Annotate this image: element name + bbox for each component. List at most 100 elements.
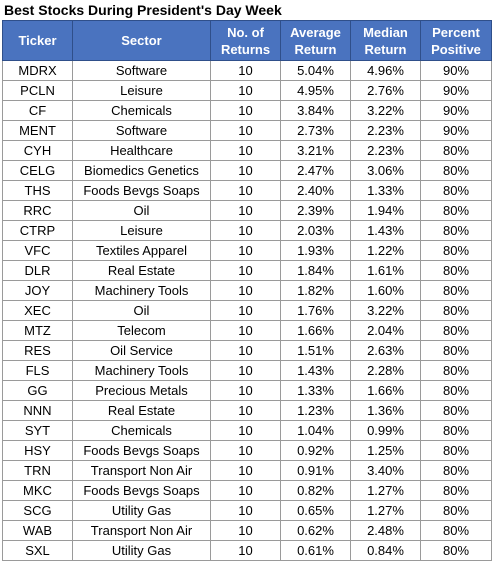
cell-percent-positive: 80%: [420, 260, 492, 281]
cell-percent-positive: 80%: [420, 440, 492, 461]
table-row: MTZ Telecom 10 1.66% 2.04% 80%: [2, 320, 492, 341]
cell-sector: Real Estate: [72, 260, 211, 281]
header-ticker: Ticker: [2, 20, 73, 61]
cell-ticker: PCLN: [2, 80, 73, 101]
table-header: Ticker Sector No. of Returns Average Retur…: [2, 20, 492, 61]
cell-average-return: 1.51%: [280, 340, 351, 361]
cell-percent-positive: 80%: [420, 180, 492, 201]
cell-percent-positive: 80%: [420, 380, 492, 401]
table-row: MKC Foods Bevgs Soaps 10 0.82% 1.27% 80%: [2, 480, 492, 501]
cell-percent-positive: 80%: [420, 300, 492, 321]
cell-average-return: 1.66%: [280, 320, 351, 341]
cell-returns: 10: [210, 120, 281, 141]
table-row: FLS Machinery Tools 10 1.43% 2.28% 80%: [2, 360, 492, 381]
cell-percent-positive: 90%: [420, 120, 492, 141]
cell-ticker: THS: [2, 180, 73, 201]
cell-average-return: 3.84%: [280, 100, 351, 121]
cell-sector: Software: [72, 120, 211, 141]
header-average-return: Average Return: [280, 20, 351, 61]
cell-average-return: 1.04%: [280, 420, 351, 441]
cell-median-return: 1.60%: [350, 280, 421, 301]
cell-median-return: 1.25%: [350, 440, 421, 461]
table-row: THS Foods Bevgs Soaps 10 2.40% 1.33% 80%: [2, 180, 492, 201]
cell-returns: 10: [210, 60, 281, 81]
table-row: TRN Transport Non Air 10 0.91% 3.40% 80%: [2, 460, 492, 481]
cell-average-return: 0.62%: [280, 520, 351, 541]
cell-median-return: 2.76%: [350, 80, 421, 101]
cell-sector: Transport Non Air: [72, 520, 211, 541]
cell-returns: 10: [210, 300, 281, 321]
cell-returns: 10: [210, 460, 281, 481]
cell-ticker: CTRP: [2, 220, 73, 241]
cell-median-return: 1.27%: [350, 480, 421, 501]
cell-median-return: 1.27%: [350, 500, 421, 521]
cell-returns: 10: [210, 400, 281, 421]
cell-median-return: 2.28%: [350, 360, 421, 381]
cell-average-return: 1.82%: [280, 280, 351, 301]
cell-returns: 10: [210, 360, 281, 381]
header-percent-positive: Percent Positive: [420, 20, 492, 61]
cell-average-return: 4.95%: [280, 80, 351, 101]
cell-average-return: 2.47%: [280, 160, 351, 181]
cell-returns: 10: [210, 160, 281, 181]
table-row: RES Oil Service 10 1.51% 2.63% 80%: [2, 340, 492, 361]
table-row: SYT Chemicals 10 1.04% 0.99% 80%: [2, 420, 492, 441]
table-row: CF Chemicals 10 3.84% 3.22% 90%: [2, 100, 492, 121]
cell-ticker: CF: [2, 100, 73, 121]
cell-sector: Leisure: [72, 80, 211, 101]
header-returns-line1: No. of: [227, 24, 264, 40]
cell-sector: Oil: [72, 300, 211, 321]
cell-median-return: 4.96%: [350, 60, 421, 81]
header-pct-line2: Positive: [431, 41, 481, 57]
cell-percent-positive: 90%: [420, 80, 492, 101]
table-row: NNN Real Estate 10 1.23% 1.36% 80%: [2, 400, 492, 421]
table-row: CTRP Leisure 10 2.03% 1.43% 80%: [2, 220, 492, 241]
cell-median-return: 2.04%: [350, 320, 421, 341]
cell-average-return: 1.76%: [280, 300, 351, 321]
cell-average-return: 0.92%: [280, 440, 351, 461]
cell-ticker: VFC: [2, 240, 73, 261]
table-row: MENT Software 10 2.73% 2.23% 90%: [2, 120, 492, 141]
cell-returns: 10: [210, 500, 281, 521]
table-row: CYH Healthcare 10 3.21% 2.23% 80%: [2, 140, 492, 161]
cell-median-return: 3.22%: [350, 300, 421, 321]
cell-returns: 10: [210, 480, 281, 501]
cell-average-return: 2.03%: [280, 220, 351, 241]
cell-average-return: 5.04%: [280, 60, 351, 81]
cell-average-return: 0.82%: [280, 480, 351, 501]
page-title: Best Stocks During President's Day Week: [4, 2, 282, 18]
cell-average-return: 1.93%: [280, 240, 351, 261]
cell-ticker: MDRX: [2, 60, 73, 81]
cell-sector: Utility Gas: [72, 540, 211, 561]
cell-median-return: 0.99%: [350, 420, 421, 441]
cell-returns: 10: [210, 440, 281, 461]
cell-median-return: 1.66%: [350, 380, 421, 401]
cell-ticker: SYT: [2, 420, 73, 441]
cell-percent-positive: 80%: [420, 360, 492, 381]
cell-sector: Leisure: [72, 220, 211, 241]
cell-average-return: 1.23%: [280, 400, 351, 421]
cell-ticker: NNN: [2, 400, 73, 421]
table-row: RRC Oil 10 2.39% 1.94% 80%: [2, 200, 492, 221]
cell-sector: Telecom: [72, 320, 211, 341]
cell-returns: 10: [210, 100, 281, 121]
cell-percent-positive: 80%: [420, 280, 492, 301]
table-row: CELG Biomedics Genetics 10 2.47% 3.06% 80%: [2, 160, 492, 181]
cell-returns: 10: [210, 520, 281, 541]
cell-ticker: HSY: [2, 440, 73, 461]
cell-ticker: MTZ: [2, 320, 73, 341]
table-row: WAB Transport Non Air 10 0.62% 2.48% 80%: [2, 520, 492, 541]
cell-sector: Real Estate: [72, 400, 211, 421]
cell-returns: 10: [210, 320, 281, 341]
cell-percent-positive: 80%: [420, 460, 492, 481]
cell-ticker: RRC: [2, 200, 73, 221]
cell-median-return: 1.43%: [350, 220, 421, 241]
cell-percent-positive: 80%: [420, 420, 492, 441]
cell-median-return: 0.84%: [350, 540, 421, 561]
header-returns-line2: Returns: [220, 41, 271, 57]
cell-average-return: 1.84%: [280, 260, 351, 281]
cell-ticker: FLS: [2, 360, 73, 381]
cell-ticker: SCG: [2, 500, 73, 521]
cell-percent-positive: 80%: [420, 140, 492, 161]
cell-average-return: 2.73%: [280, 120, 351, 141]
